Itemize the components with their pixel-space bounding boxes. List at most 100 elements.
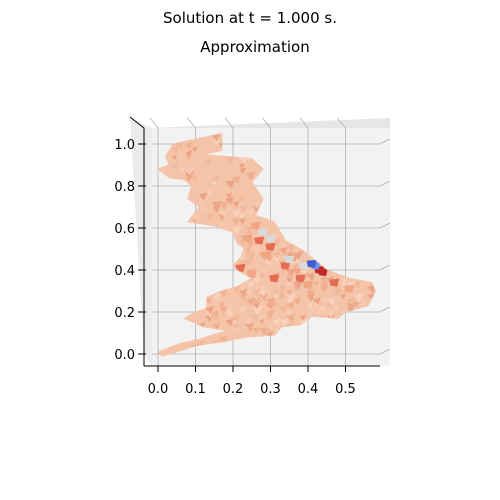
solution-cell [243,234,253,243]
x-gridline-depth [187,117,196,129]
mesh-cell [279,318,290,328]
x-gridline-depth [149,117,159,129]
mesh-cell [259,293,269,302]
solution-cell [235,263,246,272]
mesh-cell [279,310,287,317]
mesh-cell [205,305,215,315]
x-gridline-depth [262,117,271,129]
mesh-cell [306,305,315,314]
mesh-cell [218,209,229,218]
mesh-cell [306,289,316,298]
x-tick-label: 0.2 [223,382,244,397]
mesh-cell [306,310,315,318]
mesh-cell [225,310,234,318]
mesh-cell [185,142,193,150]
mesh-cell [245,322,255,331]
mesh-cell [299,268,309,277]
mesh-cell [272,289,279,295]
x-tick-label: 0.4 [298,382,319,397]
mesh-cell [218,322,225,329]
solution-cell [258,228,268,237]
mesh-cell [279,268,286,275]
x-tick-label: 0.5 [335,382,356,397]
mesh-cell [266,322,276,331]
mesh-cell [353,280,361,288]
mesh-cell [185,154,192,162]
solution-cell [344,284,355,293]
y-tick-label: 1.0 [114,138,135,153]
x-tick-label: 0.1 [185,382,206,397]
mesh-cell [252,200,262,209]
mesh-cell [239,305,247,314]
top-pane [152,118,390,128]
y-tick-label: 0.0 [114,348,135,363]
mesh-cell [266,331,274,339]
mesh-cell [340,276,348,284]
mesh-cell [259,314,265,321]
mesh-cell [313,280,319,287]
mesh-cell [239,196,245,203]
mesh-cell [239,163,245,169]
mesh-cell [239,213,245,220]
solution-cell [269,274,280,283]
mesh-cell [198,137,204,144]
mesh-cell [279,284,286,292]
solution-cell [246,270,257,279]
y-gridline-depth [379,138,391,145]
mesh-cell [252,301,261,310]
mesh-cell [232,217,240,225]
mesh-cell [212,310,220,317]
mesh-cell [225,305,233,313]
mesh-cell [313,272,319,278]
mesh-cell [212,293,222,302]
mesh-cell [252,247,261,255]
mesh-cell [198,339,206,347]
mesh-cell [185,171,194,180]
mesh-cell [232,322,239,329]
side-pane [130,118,152,366]
mesh-cell [178,150,187,158]
y-gridline-depth [379,348,391,355]
mesh-cell [333,305,339,312]
mesh-cell [360,301,366,308]
solution-cell [329,278,340,287]
mesh-cell [286,310,292,316]
mesh-cell [239,217,246,225]
mesh-cell [245,226,252,232]
y-gridline-depth [379,180,391,187]
mesh-cell [326,297,336,306]
mesh-cell [333,284,341,292]
solution-cell [299,261,310,270]
mesh-cell [245,289,253,296]
mesh-cell [279,293,285,299]
mesh-cell [218,301,225,308]
mesh-cell [232,326,238,333]
mesh-cell [286,293,297,303]
mesh-cell [232,158,240,166]
mesh-cell [320,297,328,305]
mesh-cell [272,230,280,238]
mesh-cell [293,263,299,270]
mesh-cell [218,335,228,344]
mesh-cell [185,150,193,158]
mesh-cell [293,268,302,277]
mesh-cell [198,192,208,201]
solution-cell [265,242,276,251]
mesh-cell [272,251,281,259]
mesh-cell [218,305,228,315]
mesh-cell [232,175,242,184]
mesh-cell [171,163,179,170]
figure-suptitle: Solution at t = 1.000 s. [163,9,337,27]
mesh-cell [171,146,180,154]
mesh-cell [293,297,302,306]
mesh-cell [320,284,329,293]
mesh-cell [293,280,303,290]
mesh-cell [245,230,252,237]
mesh-cell [232,226,242,235]
mesh-cell [178,142,184,148]
mesh-cell [293,305,302,314]
mesh-cell [353,301,360,308]
chart-title: Approximation [200,38,309,56]
mesh-cell [333,289,342,297]
